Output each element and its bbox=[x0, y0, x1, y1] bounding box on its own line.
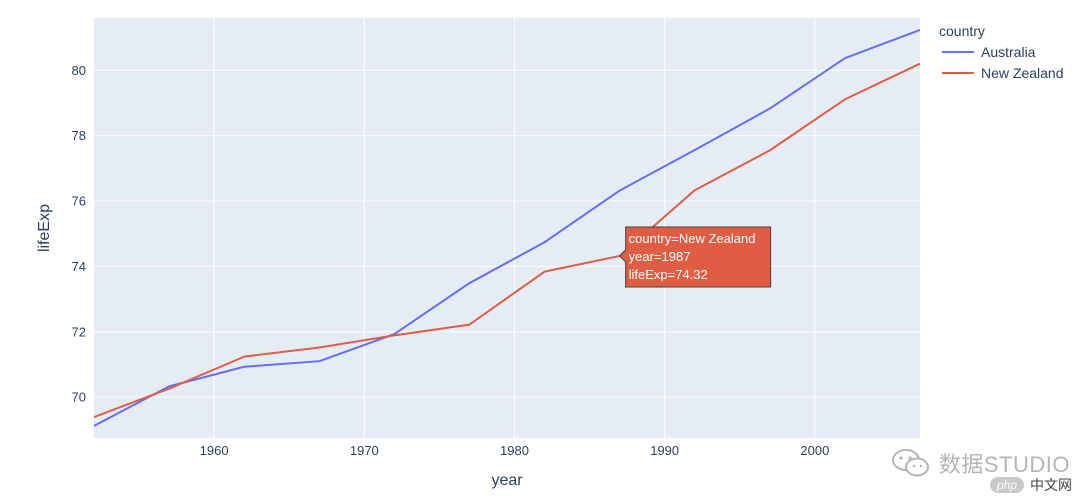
x-tick-label: 1980 bbox=[500, 443, 529, 458]
legend[interactable]: country Australia New Zealand bbox=[939, 23, 1064, 81]
x-gridlines bbox=[213, 18, 816, 438]
series-line-australia[interactable] bbox=[94, 28, 920, 427]
legend-label: New Zealand bbox=[981, 65, 1064, 81]
tooltip-line: lifeExp=74.32 bbox=[629, 267, 708, 282]
y-tick-label: 74 bbox=[72, 259, 86, 274]
site-watermark: php 中文网 bbox=[989, 475, 1072, 495]
watermark: 数据STUDIO bbox=[891, 447, 1070, 479]
y-tick-label: 80 bbox=[72, 63, 86, 78]
y-tick-label: 72 bbox=[72, 324, 86, 339]
x-tick-label: 1990 bbox=[650, 443, 679, 458]
site-text: 中文网 bbox=[1030, 477, 1072, 493]
legend-title: country bbox=[939, 23, 985, 39]
x-tick-label: 2000 bbox=[800, 443, 829, 458]
wechat-icon bbox=[891, 449, 929, 477]
y-tick-label: 70 bbox=[72, 390, 86, 405]
watermark-brand: 数据STUDIO bbox=[938, 452, 1070, 477]
x-tick-label: 1960 bbox=[200, 443, 229, 458]
plot-area bbox=[94, 18, 920, 438]
y-axis-title: lifeExp bbox=[36, 204, 53, 252]
y-tick-label: 76 bbox=[72, 194, 86, 209]
y-tick-label: 78 bbox=[72, 128, 86, 143]
tooltip-line: country=New Zealand bbox=[629, 231, 756, 246]
y-gridlines bbox=[94, 69, 920, 398]
legend-label: Australia bbox=[981, 44, 1036, 60]
legend-item[interactable]: New Zealand bbox=[942, 65, 1064, 81]
y-tick-labels: 70 72 74 76 78 80 bbox=[72, 63, 86, 405]
series-line-new-zealand[interactable] bbox=[94, 62, 920, 419]
legend-item[interactable]: Australia bbox=[942, 44, 1036, 60]
x-axis-title: year bbox=[491, 472, 523, 489]
tooltip-line: year=1987 bbox=[629, 249, 691, 264]
tooltip-box bbox=[618, 226, 772, 288]
legend-items[interactable]: Australia New Zealand bbox=[942, 44, 1064, 81]
hover-tooltip: country=New Zealand year=1987 lifeExp=74.3… bbox=[618, 226, 772, 288]
x-tick-label: 1970 bbox=[350, 443, 379, 458]
x-tick-labels: 1960 1970 1980 1990 2000 bbox=[200, 443, 830, 458]
php-badge: php bbox=[989, 477, 1024, 493]
series-layer bbox=[94, 28, 920, 427]
